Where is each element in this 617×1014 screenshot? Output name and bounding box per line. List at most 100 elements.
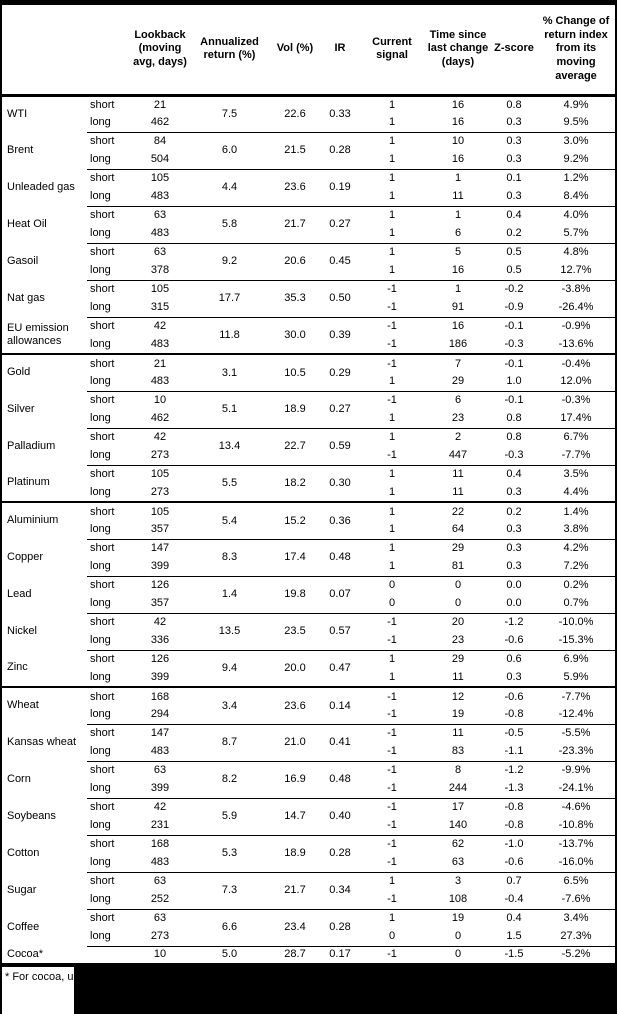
col-header-vol: Vol (%) (269, 5, 321, 97)
cell-vol: 35.3 (269, 279, 321, 317)
cell-pct-change: 3.8% (563, 523, 589, 536)
cell-time-since-change: 5 (425, 242, 491, 262)
cell-zscore: 0.5 (506, 264, 522, 277)
cell-time-since-change: 16 (425, 316, 491, 336)
table-row: Gold short 21 3.1 10.5 0.29 -1 7 -0.1 -0.4% (2, 353, 615, 391)
cell-current-signal: 1 (359, 501, 425, 521)
cell-current-signal: 1 (388, 375, 396, 388)
cell-lookback: 399 (150, 782, 170, 795)
cell-ir: 0.17 (321, 945, 359, 965)
cell-vol: 21.7 (269, 205, 321, 243)
cell-lookback: 462 (150, 116, 170, 129)
cell-lookback: 126 (130, 649, 190, 669)
table-row: long 399 -1 244 -1.3 -24.1% (2, 780, 615, 799)
table-row: Silver short 10 5.1 18.9 0.27 -1 6 -0.1 -0.3% (2, 390, 615, 428)
cell-lookback: 399 (150, 671, 170, 684)
cell-lookback: 378 (150, 264, 170, 277)
cell-annualized-return: 7.5 (221, 107, 238, 120)
cell-current-signal: -1 (359, 612, 425, 632)
cell-annualized-return: 7.3 (190, 871, 269, 909)
table-row: Gasoil short 63 9.2 20.6 0.45 1 5 0.5 4.8% (2, 242, 615, 280)
cell-time-since-change: 140 (448, 819, 468, 832)
leg-label: short (87, 797, 130, 817)
cell-pct-change: -5.2% (537, 945, 615, 965)
table-row: long 252 -1 108 -0.4 -7.6% (2, 891, 615, 910)
leg-label: short (87, 131, 130, 151)
cell-current-signal: 0 (388, 597, 396, 610)
cell-pct-change: 9.5% (563, 116, 589, 129)
cell-ir: 0.34 (321, 871, 359, 909)
cell-ir: 0.28 (321, 834, 359, 872)
leg-label: short (87, 612, 130, 632)
cell-time-since-change: 29 (451, 375, 465, 388)
cell-pct-change: -13.7% (537, 834, 615, 854)
cell-annualized-return: 13.5 (190, 612, 269, 650)
cell-ir: 0.41 (321, 723, 359, 761)
cell-ir: 0.45 (321, 242, 359, 280)
cell-time-since-change: 6 (454, 227, 462, 240)
cell-pct-change: -23.3% (558, 745, 594, 758)
cell-time-since-change: 19 (425, 908, 491, 928)
leg-label: short (87, 575, 130, 595)
cell-lookback: 63 (130, 908, 190, 928)
cell-annualized-return: 9.2 (190, 242, 269, 280)
footnote-area: * For cocoa, uses o (2, 966, 615, 1014)
cell-zscore: 0.0 (491, 575, 537, 595)
leg-label: long (90, 338, 111, 351)
cell-current-signal: 1 (359, 168, 425, 188)
table-row: long 336 -1 23 -0.6 -15.3% (2, 632, 615, 651)
table-row: long 483 1 6 0.2 5.7% (2, 225, 615, 244)
table-row: long 483 -1 63 -0.6 -16.0% (2, 854, 615, 873)
cell-lookback: 147 (130, 723, 190, 743)
cell-vol: 23.6 (269, 686, 321, 724)
cell-time-since-change: 23 (451, 412, 465, 425)
table-row: Coffee short 63 6.6 23.4 0.28 1 19 0.4 3.4% (2, 908, 615, 946)
leg-label: short (87, 649, 130, 669)
cell-ir: 0.07 (321, 575, 359, 613)
leg-label: short (87, 390, 130, 410)
leg-label: short (87, 501, 130, 521)
table-row: long 357 1 64 0.3 3.8% (2, 521, 615, 540)
cell-pct-change: 5.9% (563, 671, 589, 684)
cell-zscore: 0.3 (491, 538, 537, 558)
cell-ir: 0.30 (321, 464, 359, 502)
cell-pct-change: -7.7% (561, 449, 591, 462)
cell-pct-change: 9.2% (563, 153, 589, 166)
leg-label: long (90, 412, 111, 425)
table-row: long 462 1 16 0.3 9.5% (2, 114, 615, 133)
cell-lookback: 462 (150, 412, 170, 425)
table-row: long 273 1 11 0.3 4.4% (2, 484, 615, 503)
cell-lookback: 105 (130, 464, 190, 484)
cell-ir: 0.27 (321, 390, 359, 428)
cell-zscore: 0.2 (506, 227, 522, 240)
cell-current-signal: -1 (359, 760, 425, 780)
cell-time-since-change: 0 (454, 597, 462, 610)
cell-current-signal: -1 (359, 797, 425, 817)
cell-time-since-change: 22 (425, 501, 491, 521)
table-row: long 273 -1 447 -0.3 -7.7% (2, 447, 615, 466)
commodity-name: Aluminium (2, 501, 87, 539)
cell-lookback: 168 (130, 686, 190, 706)
redaction-bar (74, 966, 615, 1014)
table-row: Palladium short 42 13.4 22.7 0.59 1 2 0.8 6.7% (2, 427, 615, 465)
table-row: long 483 1 11 0.3 8.4% (2, 188, 615, 207)
cell-annualized-return: 3.1 (190, 353, 269, 391)
cell-zscore: -0.1 (491, 353, 537, 373)
cell-annualized-return: 5.3 (190, 834, 269, 872)
col-header-commodity (2, 5, 87, 97)
cell-zscore: -0.6 (504, 856, 524, 869)
cell-vol: 28.7 (269, 945, 321, 965)
cell-vol: 18.2 (269, 464, 321, 502)
commodity-name: Unleaded gas (7, 180, 75, 193)
leg-label: short (90, 98, 115, 111)
cell-time-since-change: 447 (448, 449, 468, 462)
cell-vol: 21.0 (269, 723, 321, 761)
leg-label: long (90, 375, 111, 388)
cell-zscore: 0.0 (506, 597, 522, 610)
col-header-lookback: Lookback (moving avg, days) (130, 5, 190, 97)
commodity-name: Nickel (7, 624, 37, 637)
cell-lookback: 336 (150, 634, 170, 647)
leg-label: long (90, 153, 111, 166)
table-row: long 399 1 11 0.3 5.9% (2, 669, 615, 688)
